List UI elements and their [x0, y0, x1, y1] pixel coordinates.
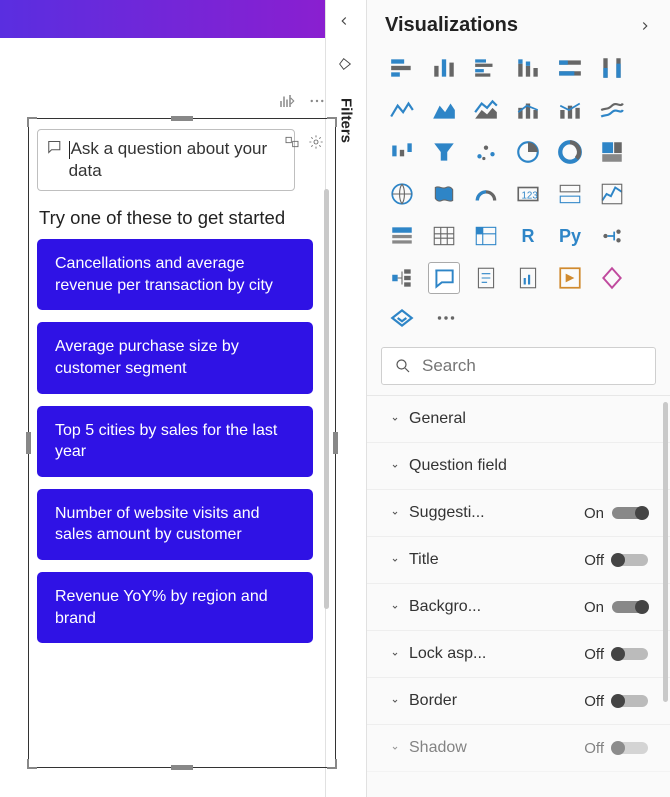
viz-icon-grid: 123 R Py	[367, 47, 670, 299]
bookmark-icon[interactable]	[337, 56, 355, 74]
gear-icon[interactable]	[307, 133, 325, 151]
prop-suggestions[interactable]: Suggesti... On	[367, 490, 670, 537]
viz-table-icon[interactable]	[429, 221, 459, 251]
scrollbar-thumb[interactable]	[324, 189, 329, 609]
prop-question-field[interactable]: Question field	[367, 443, 670, 490]
qa-visual[interactable]: Ask a question about your data Try one o…	[28, 118, 336, 768]
viz-stacked-area-icon[interactable]	[471, 95, 501, 125]
viz-slicer-icon[interactable]	[387, 221, 417, 251]
viz-ribbon-icon[interactable]	[597, 95, 627, 125]
try-title: Try one of these to get started	[39, 207, 325, 229]
collapse-left-icon[interactable]	[337, 14, 355, 32]
chat-icon	[46, 138, 63, 156]
viz-line-column-icon[interactable]	[513, 95, 543, 125]
convert-visual-icon[interactable]	[283, 133, 301, 151]
bar-chart-icon[interactable]	[277, 91, 297, 111]
viz-kpi-icon[interactable]	[597, 179, 627, 209]
viz-map-icon[interactable]	[387, 179, 417, 209]
prop-title[interactable]: Title Off	[367, 537, 670, 584]
viz-clustered-bar-icon[interactable]	[471, 53, 501, 83]
viz-treemap-icon[interactable]	[597, 137, 627, 167]
viz-donut-icon[interactable]	[555, 137, 585, 167]
viz-card-icon[interactable]: 123	[513, 179, 543, 209]
question-placeholder: Ask a question about your data	[69, 138, 286, 182]
suggestion-item[interactable]: Revenue YoY% by region and brand	[37, 572, 313, 643]
viz-funnel-icon[interactable]	[429, 137, 459, 167]
viz-column-icon[interactable]	[429, 53, 459, 83]
suggestion-item[interactable]: Average purchase size by customer segmen…	[37, 322, 313, 393]
viz-decomposition-icon[interactable]	[387, 263, 417, 293]
viz-100-column-icon[interactable]	[597, 53, 627, 83]
prop-shadow[interactable]: Shadow Off	[367, 725, 670, 772]
suggestion-item[interactable]: Number of website visits and sales amoun…	[37, 489, 313, 560]
more-options-icon[interactable]	[307, 91, 327, 111]
report-header-strip	[0, 0, 325, 38]
viz-power-automate-icon[interactable]	[555, 263, 585, 293]
viz-powerapps-icon[interactable]	[597, 263, 627, 293]
viz-area-icon[interactable]	[429, 95, 459, 125]
suggestion-item[interactable]: Top 5 cities by sales for the last year	[37, 406, 313, 477]
question-input-box[interactable]: Ask a question about your data	[37, 129, 295, 191]
viz-more-icon[interactable]	[431, 303, 461, 333]
viz-stacked-column-icon[interactable]	[513, 53, 543, 83]
expand-right-icon[interactable]	[638, 19, 652, 33]
toggle-background[interactable]: On	[584, 599, 648, 616]
visualizations-panel: Visualizations 123	[367, 0, 670, 797]
props-scrollbar[interactable]	[663, 402, 668, 702]
toggle-suggestions[interactable]: On	[584, 505, 648, 522]
prop-general[interactable]: General	[367, 396, 670, 443]
toggle-title[interactable]: Off	[584, 552, 648, 569]
viz-panel-title: Visualizations	[385, 14, 518, 37]
viz-matrix-icon[interactable]	[471, 221, 501, 251]
viz-gauge-icon[interactable]	[471, 179, 501, 209]
viz-line-column2-icon[interactable]	[555, 95, 585, 125]
viz-key-influencers-icon[interactable]	[597, 221, 627, 251]
search-icon	[394, 357, 412, 375]
toggle-lock-aspect[interactable]: Off	[584, 646, 648, 663]
viz-100-bar-icon[interactable]	[555, 53, 585, 83]
viz-py-icon[interactable]: Py	[555, 221, 585, 251]
visual-toolbar	[277, 91, 327, 111]
prop-border[interactable]: Border Off	[367, 678, 670, 725]
viz-waterfall-icon[interactable]	[387, 137, 417, 167]
viz-qa-icon[interactable]	[429, 263, 459, 293]
viz-paginated-icon[interactable]	[471, 263, 501, 293]
toggle-shadow[interactable]: Off	[584, 740, 648, 757]
format-properties: General Question field Suggesti... On Ti…	[367, 395, 670, 797]
viz-stacked-bar-icon[interactable]	[387, 53, 417, 83]
viz-get-more-icon[interactable]	[387, 303, 417, 333]
prop-background[interactable]: Backgro... On	[367, 584, 670, 631]
viz-report-icon[interactable]	[513, 263, 543, 293]
viz-pie-icon[interactable]	[513, 137, 543, 167]
suggestion-list: Cancellations and average revenue per tr…	[37, 239, 327, 643]
viz-scatter-icon[interactable]	[471, 137, 501, 167]
svg-text:123: 123	[522, 190, 538, 201]
viz-r-icon[interactable]: R	[513, 221, 543, 251]
toggle-border[interactable]: Off	[584, 693, 648, 710]
search-input[interactable]	[422, 356, 643, 376]
prop-lock-aspect[interactable]: Lock asp... Off	[367, 631, 670, 678]
search-box[interactable]	[381, 347, 656, 385]
viz-line-icon[interactable]	[387, 95, 417, 125]
viz-multi-card-icon[interactable]	[555, 179, 585, 209]
filters-label[interactable]: Filters	[338, 98, 355, 143]
viz-filled-map-icon[interactable]	[429, 179, 459, 209]
suggestion-item[interactable]: Cancellations and average revenue per tr…	[37, 239, 313, 310]
canvas-area: Ask a question about your data Try one o…	[0, 0, 326, 797]
